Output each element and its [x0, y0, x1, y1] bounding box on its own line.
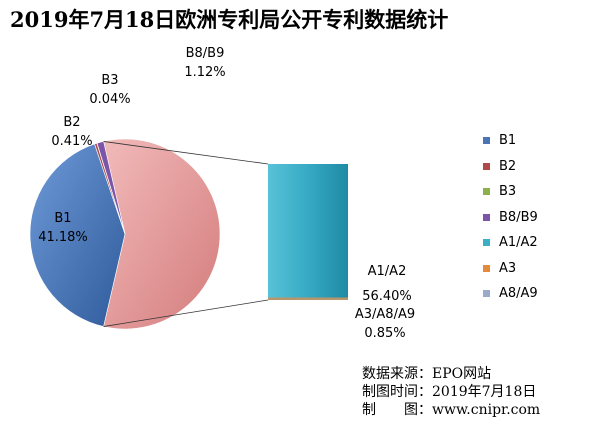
author-label: 制 图： [362, 402, 432, 418]
legend-item-a3: A3 [483, 256, 583, 282]
legend-swatch [483, 188, 490, 196]
data-label-a3-a8-a9: A3/A8/A9 0.85% [355, 307, 415, 341]
legend-swatch [483, 162, 490, 170]
source-line-data: 数据来源：EPO网站 [362, 365, 540, 383]
data-label-b2: B2 0.41% [51, 115, 92, 149]
date-label: 制图时间： [362, 384, 432, 400]
source-info: 数据来源：EPO网站 制图时间：2019年7月18日 制 图：www.cnipr… [362, 365, 540, 419]
connector-line-top [103, 141, 269, 165]
data-label-a1-a2: A1/A2 56.40% [362, 264, 412, 304]
legend-item-b2: B2 [483, 154, 583, 180]
data-label-b3: B3 0.04% [89, 73, 130, 107]
legend-item-b8-b9: B8/B9 [483, 205, 583, 231]
legend-swatch [483, 290, 490, 298]
legend-label: B3 [499, 184, 517, 200]
legend-swatch [483, 137, 490, 145]
legend-label: B1 [499, 133, 517, 149]
data-label-b8-b9: B8/B9 1.12% [184, 46, 225, 80]
connector-line-bottom [103, 299, 269, 327]
author-value: www.cnipr.com [432, 402, 541, 418]
legend-label: A3 [499, 260, 517, 276]
legend-swatch [483, 213, 490, 221]
bar-segment-a1-a2 [268, 164, 348, 298]
legend: B1 B2 B3 B8/B9 A1/A2 A3 A8/A9 [483, 128, 583, 307]
date-value: 2019年7月18日 [432, 384, 537, 400]
legend-label: A8/A9 [499, 286, 538, 302]
chart-title: 2019年7月18日欧洲专利局公开专利数据统计 [10, 7, 449, 32]
legend-swatch [483, 239, 490, 247]
source-label: 数据来源： [362, 366, 432, 382]
data-labels: B1 41.18% B2 0.41% B3 0.04% B8/B9 1.12% A1/A2 56.… [38, 46, 415, 341]
data-label-b1: B1 41.18% [38, 211, 88, 245]
pie-slice-a-group [103, 138, 221, 330]
legend-swatch [483, 264, 490, 272]
source-line-author: 制 图：www.cnipr.com [362, 401, 540, 419]
stacked-bar [268, 164, 348, 300]
pie-slice-b8-b9 [96, 141, 126, 235]
legend-item-a8-a9: A8/A9 [483, 281, 583, 307]
legend-item-a1-a2: A1/A2 [483, 230, 583, 256]
pie [29, 138, 221, 330]
legend-item-b1: B1 [483, 128, 583, 154]
legend-label: B2 [499, 158, 517, 174]
pie-slice-b1 [29, 143, 126, 327]
connector-lines [103, 141, 269, 327]
bar-segment-a3-a8-a9 [268, 297, 348, 300]
legend-label: B8/B9 [499, 209, 538, 225]
source-value: EPO网站 [432, 366, 492, 382]
legend-label: A1/A2 [499, 235, 538, 251]
source-line-date: 制图时间：2019年7月18日 [362, 383, 540, 401]
legend-item-b3: B3 [483, 179, 583, 205]
